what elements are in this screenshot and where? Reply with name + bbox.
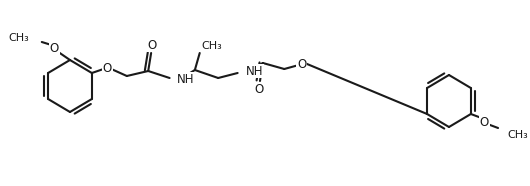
Text: NH: NH [178, 73, 195, 86]
Text: O: O [297, 57, 306, 70]
Text: NH: NH [245, 65, 263, 78]
Text: O: O [254, 83, 263, 95]
Text: O: O [50, 41, 59, 54]
Text: CH₃: CH₃ [8, 33, 29, 43]
Text: CH₃: CH₃ [508, 130, 528, 140]
Text: O: O [103, 62, 112, 75]
Text: O: O [480, 116, 489, 129]
Text: O: O [147, 39, 157, 52]
Text: CH₃: CH₃ [201, 41, 223, 51]
